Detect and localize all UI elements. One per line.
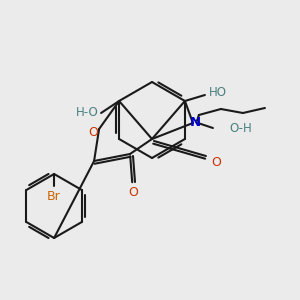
Text: N: N [189,116,200,130]
Text: O: O [88,127,98,140]
Text: HO: HO [209,86,227,100]
Text: Br: Br [47,190,61,202]
Text: O: O [128,185,138,199]
Text: H-O: H-O [76,106,98,119]
Text: O: O [211,157,221,169]
Text: O-H: O-H [229,122,252,134]
